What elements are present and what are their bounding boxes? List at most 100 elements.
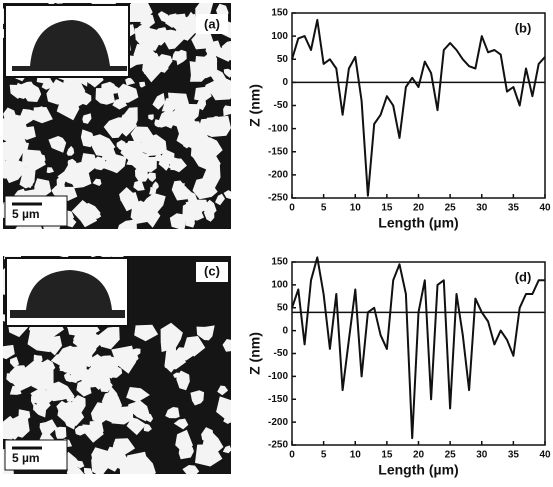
- grain: [125, 77, 136, 86]
- grain: [152, 92, 166, 110]
- grain: [84, 370, 101, 387]
- x-tick-label: 40: [539, 203, 551, 214]
- y-tick-label: 150: [271, 257, 288, 268]
- grain: [41, 78, 55, 90]
- grain: [9, 365, 30, 388]
- grain: [194, 86, 212, 102]
- x-tick-label: 25: [445, 203, 457, 214]
- grain: [121, 192, 140, 212]
- panel-label: (c): [204, 263, 220, 278]
- grain: [71, 395, 86, 413]
- grain: [201, 427, 214, 445]
- grain: [99, 377, 113, 393]
- y-tick-label: -150: [268, 146, 288, 157]
- grain: [116, 140, 126, 151]
- grain: [3, 344, 15, 360]
- grain: [190, 390, 205, 406]
- grain: [133, 180, 145, 191]
- grain: [31, 395, 37, 406]
- grain: [140, 14, 155, 29]
- grain: [197, 118, 223, 137]
- plot-frame: [291, 12, 546, 199]
- grain: [29, 325, 43, 341]
- y-tick-label: 0: [282, 77, 288, 88]
- grain: [74, 425, 86, 436]
- grain: [57, 162, 79, 186]
- grain: [146, 37, 155, 47]
- grain: [5, 165, 18, 178]
- x-tick-label: 0: [289, 203, 295, 214]
- grain: [59, 356, 74, 373]
- grain: [46, 167, 54, 174]
- profile-line: [291, 18, 546, 197]
- grain: [101, 153, 127, 174]
- grain: [56, 186, 68, 198]
- x-tick-label: 5: [321, 450, 327, 461]
- grain: [157, 120, 167, 128]
- grain: [48, 136, 67, 153]
- y-tick-label: -200: [268, 170, 288, 181]
- grain: [169, 213, 186, 229]
- y-tick-label: 100: [271, 280, 288, 291]
- grain: [90, 333, 102, 345]
- grain: [82, 424, 104, 443]
- grain: [39, 422, 50, 434]
- y-tick-label: -100: [268, 123, 288, 134]
- grain: [111, 438, 136, 456]
- grain: [127, 113, 135, 122]
- y-tick-label: -250: [268, 193, 288, 204]
- x-tick-label: 30: [476, 450, 488, 461]
- grain: [217, 385, 229, 396]
- grain: [146, 172, 156, 182]
- grain: [216, 396, 231, 424]
- grain: [174, 183, 185, 194]
- grain: [45, 335, 63, 356]
- grain: [222, 339, 231, 352]
- scale-bar-label: 5 µm: [12, 451, 40, 465]
- grain: [31, 368, 54, 390]
- panel-label: (d): [515, 269, 532, 284]
- grain: [139, 202, 161, 228]
- grain: [66, 145, 75, 156]
- grain: [191, 30, 214, 50]
- grain: [223, 190, 231, 200]
- grain: [164, 29, 185, 50]
- grain: [183, 139, 192, 149]
- grain: [175, 49, 187, 66]
- grain: [196, 325, 215, 341]
- grain: [126, 451, 149, 474]
- y-tick-label: -250: [268, 440, 288, 451]
- grain: [170, 157, 182, 171]
- grain: [215, 193, 225, 206]
- grain: [222, 445, 231, 454]
- x-tick-label: 10: [350, 450, 362, 461]
- grain: [90, 402, 111, 424]
- grain: [56, 400, 68, 415]
- grain: [34, 178, 52, 199]
- scale-bar: 5 µm: [4, 195, 68, 227]
- y-tick-label: -50: [274, 348, 289, 359]
- grain: [112, 98, 128, 110]
- grain: [143, 66, 158, 78]
- grain: [36, 153, 46, 164]
- grain: [223, 105, 231, 117]
- grain: [9, 84, 27, 99]
- x-tick-label: 0: [289, 450, 295, 461]
- grain: [157, 11, 171, 23]
- grain: [8, 153, 18, 161]
- grain: [33, 354, 43, 363]
- y-tick-label: 150: [271, 8, 288, 19]
- grain: [183, 336, 206, 357]
- x-tick-label: 25: [445, 450, 457, 461]
- grain: [46, 381, 75, 402]
- grain: [176, 114, 201, 138]
- grain: [195, 444, 223, 467]
- grain: [141, 193, 166, 214]
- y-tick-label: 50: [277, 302, 289, 313]
- scale-bar: 5 µm: [4, 439, 68, 471]
- droplet-inset: [5, 257, 129, 327]
- grain: [80, 129, 95, 148]
- grain: [114, 121, 126, 132]
- grain: [165, 407, 180, 419]
